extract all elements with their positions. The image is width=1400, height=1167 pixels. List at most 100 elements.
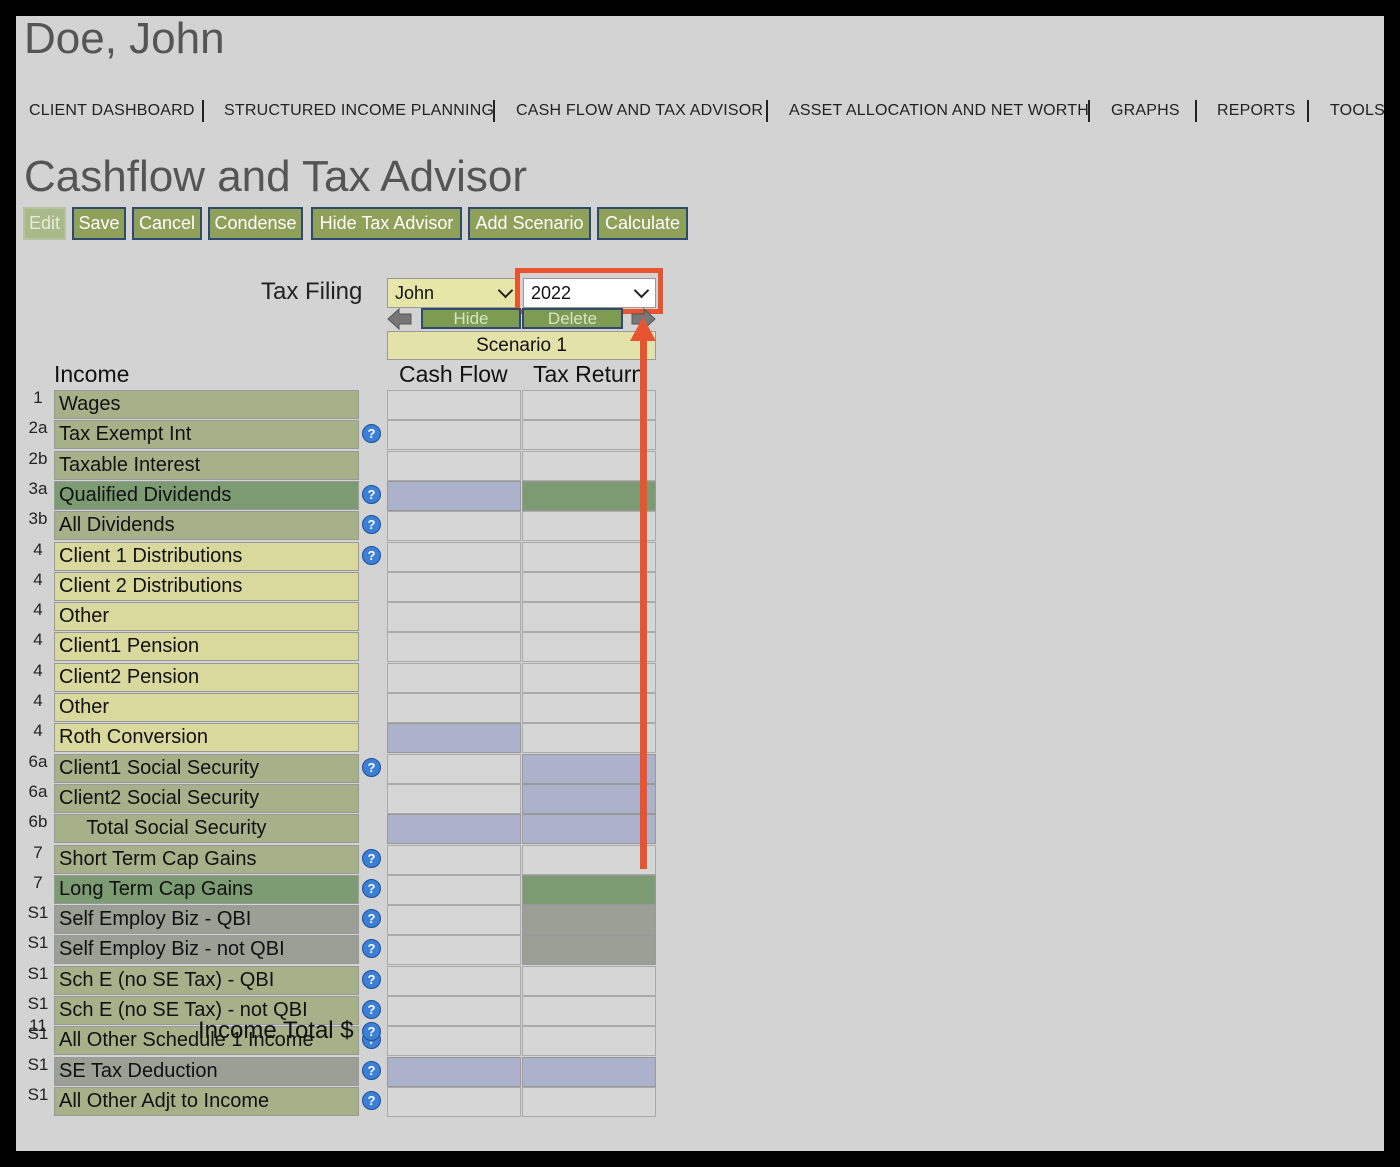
row-label: Self Employ Biz - not QBI — [54, 935, 359, 965]
table-row: 6a Client2 Social Security — [16, 782, 716, 814]
nav-tools[interactable]: TOOLS — [1330, 102, 1384, 119]
help-icon[interactable]: ? — [362, 515, 381, 535]
main-nav: CLIENT DASHBOARD STRUCTURED INCOME PLANN… — [16, 100, 1384, 124]
cash-flow-cell[interactable] — [387, 511, 521, 542]
cash-flow-cell[interactable] — [387, 783, 521, 814]
tax-return-cell[interactable] — [522, 965, 656, 996]
tax-return-cell[interactable] — [522, 693, 656, 723]
line-number: S1 — [27, 1084, 49, 1104]
cash-flow-cell[interactable] — [387, 1086, 521, 1117]
condense-button[interactable]: Condense — [208, 207, 303, 240]
cash-flow-cell[interactable] — [387, 844, 521, 875]
help-icon[interactable]: ? — [362, 484, 381, 504]
help-icon[interactable]: ? — [362, 878, 381, 898]
tax-return-cell[interactable] — [522, 450, 656, 481]
cash-flow-cell[interactable] — [387, 602, 521, 633]
line-number: 4 — [33, 630, 43, 650]
table-row: 2b Taxable Interest — [16, 449, 716, 481]
tax-return-cell[interactable] — [522, 1026, 656, 1057]
line-number: S1 — [27, 994, 49, 1013]
table-row: S1 Sch E (no SE Tax) - not QBI? — [16, 994, 716, 1026]
tax-return-cell[interactable] — [522, 511, 656, 542]
tax-return-cell[interactable] — [522, 844, 656, 875]
calculate-button[interactable]: Calculate — [597, 207, 688, 240]
help-icon[interactable]: ? — [362, 848, 381, 868]
cash-flow-cell[interactable] — [387, 571, 521, 602]
tax-return-cell[interactable] — [522, 996, 656, 1026]
cash-flow-cell[interactable] — [387, 965, 521, 996]
line-number: S1 — [27, 903, 49, 923]
line-number: 4 — [33, 721, 43, 741]
scenario-header: Scenario 1 — [387, 331, 656, 360]
tax-year-select[interactable]: 2022 — [523, 278, 656, 308]
help-icon[interactable]: ? — [362, 757, 381, 777]
tax-return-cell[interactable] — [522, 420, 656, 451]
cash-flow-cell[interactable] — [387, 420, 521, 451]
tax-return-cell[interactable] — [522, 602, 656, 633]
cash-flow-cell[interactable] — [387, 935, 521, 966]
line-number: 11 — [29, 1016, 47, 1035]
row-label: Client2 Pension — [54, 662, 359, 692]
annotation-arrow-head — [630, 317, 656, 341]
tax-return-cell[interactable] — [522, 571, 656, 602]
nav-cash-flow-and-tax-advisor[interactable]: CASH FLOW AND TAX ADVISOR — [516, 102, 764, 119]
add-scenario-button[interactable]: Add Scenario — [468, 207, 591, 240]
help-icon[interactable]: ? — [362, 939, 381, 959]
row-label: Client 1 Distributions — [54, 541, 359, 571]
help-icon[interactable]: ? — [362, 1060, 381, 1080]
cash-flow-cell[interactable] — [387, 450, 521, 481]
table-row: S1 Self Employ Biz - QBI? — [16, 903, 716, 936]
help-icon[interactable]: ? — [362, 1090, 381, 1110]
row-label: Sch E (no SE Tax) - QBI — [54, 965, 359, 995]
nav-asset-allocation-and-net-worth[interactable]: ASSET ALLOCATION AND NET WORTH — [789, 102, 1089, 119]
edit-button[interactable]: Edit — [23, 207, 66, 240]
cash-flow-cell[interactable] — [387, 905, 521, 936]
line-number: 4 — [33, 691, 43, 710]
help-icon[interactable]: ? — [362, 424, 381, 444]
nav-graphs[interactable]: GRAPHS — [1111, 102, 1180, 119]
cash-flow-cell[interactable] — [387, 874, 521, 905]
tax-return-cell[interactable] — [522, 390, 656, 420]
save-button[interactable]: Save — [72, 207, 126, 240]
line-number: 4 — [33, 569, 43, 589]
line-number: 6b — [28, 812, 48, 832]
cash-flow-cell[interactable] — [387, 1026, 521, 1057]
cash-flow-cell[interactable] — [387, 662, 521, 693]
cash-flow-cell[interactable] — [387, 632, 521, 663]
tax-return-cell[interactable] — [522, 662, 656, 693]
cash-flow-cell[interactable] — [387, 996, 521, 1026]
line-number: 7 — [33, 842, 43, 862]
help-icon[interactable]: ? — [362, 1000, 381, 1019]
tax-return-cell[interactable] — [522, 632, 656, 663]
cash-flow-cell[interactable] — [387, 541, 521, 572]
cash-flow-cell[interactable] — [387, 390, 521, 420]
line-number: 3a — [28, 478, 48, 498]
nav-reports[interactable]: REPORTS — [1217, 102, 1296, 119]
hide-tax-advisor-button[interactable]: Hide Tax Advisor — [311, 207, 462, 240]
cash-flow-cell[interactable] — [387, 693, 521, 723]
tax-filing-person-select[interactable]: John — [387, 278, 520, 308]
row-label: Tax Exempt Int — [54, 420, 359, 450]
tax-return-cell[interactable] — [522, 541, 656, 572]
arrow-left-icon[interactable] — [387, 308, 413, 330]
tax-return-cell[interactable] — [522, 723, 656, 754]
table-row: 1 Wages — [16, 388, 716, 420]
table-row: 4 Client 2 Distributions — [16, 569, 716, 602]
nav-client-dashboard[interactable]: CLIENT DASHBOARD — [29, 102, 195, 119]
line-number: 6a — [28, 751, 48, 771]
hide-scenario-button[interactable]: Hide — [421, 308, 521, 329]
help-icon[interactable]: ? — [362, 969, 381, 989]
nav-separator — [1307, 100, 1309, 122]
tax-return-cell[interactable] — [522, 1086, 656, 1117]
help-icon[interactable]: ? — [362, 545, 381, 565]
nav-separator — [766, 100, 768, 122]
line-number: S1 — [27, 933, 49, 953]
row-label: Roth Conversion — [54, 723, 359, 753]
cash-flow-cell[interactable] — [387, 753, 521, 784]
cancel-button[interactable]: Cancel — [132, 207, 202, 240]
delete-scenario-button[interactable]: Delete — [522, 308, 623, 329]
help-icon[interactable]: ? — [362, 1022, 381, 1041]
line-number: 2a — [28, 418, 48, 438]
nav-structured-income-planning[interactable]: STRUCTURED INCOME PLANNING — [224, 102, 495, 119]
help-icon[interactable]: ? — [362, 909, 381, 929]
